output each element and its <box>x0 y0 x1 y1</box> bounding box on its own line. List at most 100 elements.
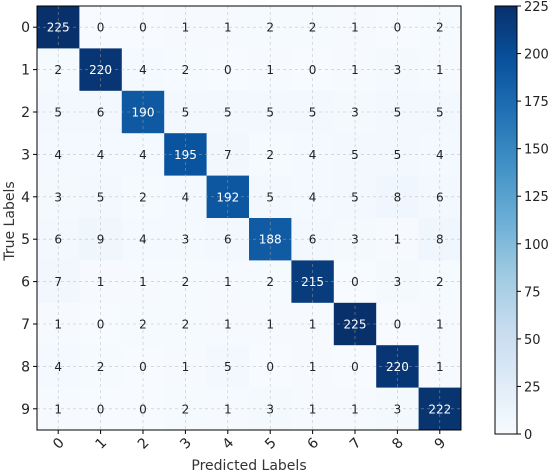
colorbar-tick-label: 200 <box>524 48 549 63</box>
cell-value-label: 2 <box>309 21 317 35</box>
colorbar-tick-label: 0 <box>524 428 532 443</box>
x-tick-label: 4 <box>220 435 238 453</box>
x-tick-label: 5 <box>262 435 280 453</box>
colorbar-tick-label: 175 <box>524 95 549 110</box>
cell-value-label: 5 <box>351 148 359 162</box>
cell-value-label: 195 <box>174 148 197 162</box>
y-tick-label: 4 <box>21 190 30 206</box>
cell-value-label: 5 <box>351 190 359 204</box>
cell-value-label: 5 <box>394 148 402 162</box>
colorbar-tick-label: 75 <box>524 285 541 300</box>
cell-value-label: 5 <box>224 106 232 120</box>
plot-axes <box>33 5 462 434</box>
cell-value-label: 4 <box>436 148 444 162</box>
cell-value-label: 4 <box>54 148 62 162</box>
cell-value-label: 0 <box>351 360 359 374</box>
cell-value-label: 1 <box>224 21 232 35</box>
cell-value-label: 1 <box>97 275 105 289</box>
cell-value-label: 1 <box>139 275 147 289</box>
x-tick-label: 7 <box>347 435 365 453</box>
colorbar-tick-label: 125 <box>524 190 549 205</box>
cell-value-label: 5 <box>436 106 444 120</box>
cell-value-label: 2 <box>182 318 190 332</box>
cell-value-label: 0 <box>139 360 147 374</box>
y-tick-label: 0 <box>21 20 30 36</box>
cell-value-label: 8 <box>436 233 444 247</box>
cell-value-label: 3 <box>394 63 402 77</box>
cell-value-label: 4 <box>139 63 147 77</box>
cell-value-label: 220 <box>89 63 112 77</box>
cell-value-label: 5 <box>266 106 274 120</box>
colorbar-ticks: 0 25 50 75 100 125 150 175 200 225 <box>517 0 549 443</box>
cell-value-label: 2 <box>139 190 147 204</box>
cell-value-label: 1 <box>224 402 232 416</box>
cell-value-label: 7 <box>224 148 232 162</box>
y-tick-label: 8 <box>21 359 30 375</box>
cell-value-label: 3 <box>54 190 62 204</box>
cell-value-label: 6 <box>54 233 62 247</box>
cell-value-label: 2 <box>182 275 190 289</box>
plot-frame <box>36 5 462 431</box>
cell-value-label: 220 <box>386 360 409 374</box>
y-tick-label: 3 <box>21 147 30 163</box>
cell-value-label: 0 <box>139 21 147 35</box>
colorbar-tick-label: 50 <box>524 333 541 348</box>
colorbar <box>494 5 518 435</box>
cell-value-label: 1 <box>224 318 232 332</box>
cell-value-label: 1 <box>224 275 232 289</box>
cell-value-label: 1 <box>436 63 444 77</box>
cell-value-label: 6 <box>97 106 105 120</box>
cell-value-label: 0 <box>309 63 317 77</box>
cell-value-label: 2 <box>182 402 190 416</box>
cell-value-label: 1 <box>182 21 190 35</box>
cell-value-label: 6 <box>436 190 444 204</box>
cell-value-label: 2 <box>266 21 274 35</box>
cell-value-label: 1 <box>54 318 62 332</box>
y-tick-label: 1 <box>21 63 30 79</box>
cell-value-label: 1 <box>309 402 317 416</box>
colorbar-tick-label: 25 <box>524 380 541 395</box>
cell-value-label: 3 <box>351 106 359 120</box>
colorbar-tick-label: 225 <box>524 0 549 15</box>
y-tick-label: 6 <box>21 275 30 291</box>
cell-value-label: 0 <box>394 21 402 35</box>
x-tick-label: 9 <box>432 435 450 453</box>
x-axis-title: Predicted Labels <box>191 458 306 474</box>
x-tick-labels: 0 1 2 3 4 5 6 7 8 9 <box>50 435 449 453</box>
cell-value-label: 225 <box>47 21 70 35</box>
colorbar-tick-label: 150 <box>524 143 549 158</box>
cell-value-label: 192 <box>216 190 239 204</box>
cell-value-label: 1 <box>309 318 317 332</box>
cell-value-label: 1 <box>351 402 359 416</box>
cell-value-label: 5 <box>97 190 105 204</box>
cell-value-label: 1 <box>394 233 402 247</box>
x-tick-label: 6 <box>304 435 322 453</box>
cell-value-label: 0 <box>394 318 402 332</box>
x-tick-label: 1 <box>92 435 110 453</box>
cell-value-label: 1 <box>54 402 62 416</box>
cell-value-label: 4 <box>54 360 62 374</box>
cell-value-label: 0 <box>224 63 232 77</box>
y-tick-label: 2 <box>21 105 30 121</box>
cell-value-label: 1 <box>182 360 190 374</box>
x-tick-label: 0 <box>50 435 68 453</box>
cell-value-label: 222 <box>428 402 451 416</box>
cell-value-label: 1 <box>266 318 274 332</box>
cell-value-label: 2 <box>139 318 147 332</box>
cell-value-label: 1 <box>351 21 359 35</box>
cell-value-label: 5 <box>266 190 274 204</box>
cell-value-label: 0 <box>97 402 105 416</box>
cell-value-label: 5 <box>182 106 190 120</box>
cell-value-label: 2 <box>182 63 190 77</box>
cell-value-label: 1 <box>266 63 274 77</box>
cell-value-label: 1 <box>436 360 444 374</box>
colorbar-tick-label: 100 <box>524 238 549 253</box>
cell-value-label: 3 <box>394 402 402 416</box>
cell-value-label: 4 <box>309 148 317 162</box>
cell-value-label: 215 <box>301 275 324 289</box>
cell-value-label: 2 <box>436 21 444 35</box>
cell-value-label: 5 <box>224 360 232 374</box>
y-tick-label: 7 <box>21 317 30 333</box>
cell-value-label: 5 <box>394 106 402 120</box>
